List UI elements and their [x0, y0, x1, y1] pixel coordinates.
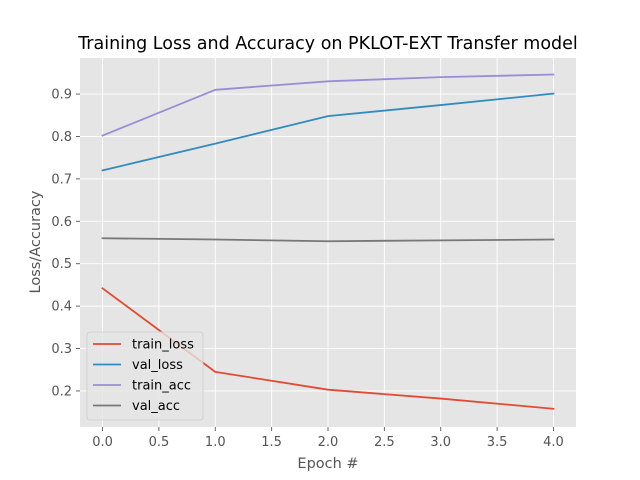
- y-tick-label: 0.4: [51, 300, 72, 315]
- y-tick-label: 0.2: [51, 384, 72, 399]
- x-tick-label: 2.5: [374, 435, 395, 450]
- chart-title: Training Loss and Accuracy on PKLOT-EXT …: [77, 34, 578, 54]
- legend-entry: val_acc: [132, 399, 180, 414]
- x-axis-ticks: 0.0 0.5 1.0 1.5 2.0 2.5 3.0 3.5 4.0: [92, 427, 564, 450]
- y-tick-label: 0.9: [51, 88, 72, 103]
- series-line-val-acc: [101, 237, 555, 243]
- x-tick-label: 1.5: [261, 435, 282, 450]
- legend-entry: train_acc: [132, 379, 191, 394]
- y-tick-label: 0.5: [51, 257, 72, 272]
- x-tick-label: 0.5: [149, 435, 170, 450]
- legend-entry: train_loss: [132, 338, 194, 353]
- x-tick-label: 1.0: [205, 435, 226, 450]
- series-line-val-loss: [101, 92, 555, 172]
- y-tick-label: 0.7: [51, 172, 72, 187]
- x-tick-label: 0.0: [92, 435, 113, 450]
- y-tick-label: 0.8: [51, 130, 72, 145]
- x-tick-label: 4.0: [543, 435, 564, 450]
- x-tick-label: 3.5: [487, 435, 508, 450]
- y-tick-label: 0.6: [51, 215, 72, 230]
- grid: [80, 58, 576, 427]
- legend: train_loss val_loss train_acc val_acc: [86, 331, 204, 421]
- y-axis-label: Loss/Accuracy: [28, 190, 44, 293]
- y-tick-label: 0.3: [51, 342, 72, 357]
- x-axis-label: Epoch #: [297, 456, 358, 472]
- legend-entry: val_loss: [132, 358, 183, 373]
- x-tick-label: 2.0: [318, 435, 339, 450]
- series-line-train-acc: [101, 73, 555, 137]
- x-tick-label: 3.0: [430, 435, 451, 450]
- legend-frame: [86, 331, 204, 421]
- y-axis-ticks: 0.2 0.3 0.4 0.5 0.6 0.7 0.8 0.9: [51, 88, 80, 399]
